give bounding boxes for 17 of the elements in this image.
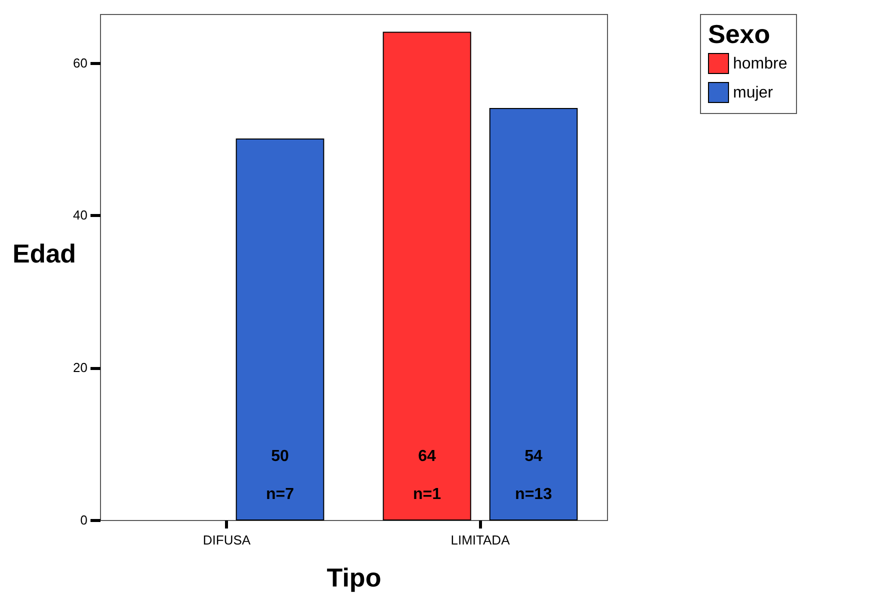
text: 50 n=7 <box>266 448 294 503</box>
bar <box>382 32 472 520</box>
bar <box>489 108 578 520</box>
legend-title: Sexo <box>708 19 770 49</box>
legend-label: mujer <box>733 84 774 102</box>
bar <box>236 138 324 520</box>
x-axis-title: Tipo <box>326 562 382 592</box>
text: 64 n=1 <box>412 448 441 503</box>
legend-label: hombre <box>733 56 788 72</box>
x-tick-label: LIMITADA <box>450 532 510 548</box>
y-tick-label: 40 <box>73 208 88 223</box>
y-tick-label: 20 <box>73 360 88 376</box>
x-tick-label: DIFUSA <box>202 532 251 548</box>
text: 54 n=13 <box>515 448 552 503</box>
y-axis-title: Edad <box>12 238 76 268</box>
y-tick-label: 60 <box>73 55 88 70</box>
y-tick-label: 0 <box>80 512 88 528</box>
